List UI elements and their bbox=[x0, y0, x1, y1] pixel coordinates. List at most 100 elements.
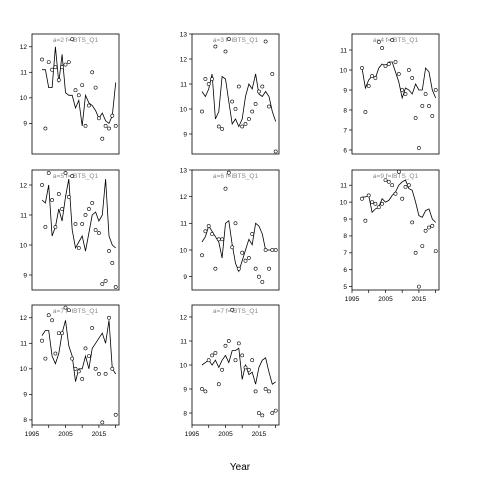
y-tick-label: 11 bbox=[20, 212, 27, 219]
y-tick-label: 13 bbox=[180, 167, 188, 174]
data-point bbox=[40, 338, 44, 343]
data-point bbox=[223, 49, 228, 54]
data-point bbox=[93, 366, 98, 371]
data-point bbox=[80, 83, 85, 88]
data-point bbox=[43, 126, 48, 131]
data-point bbox=[273, 149, 278, 154]
data-point bbox=[103, 124, 108, 128]
data-point bbox=[253, 389, 258, 394]
data-point bbox=[90, 70, 95, 75]
data-point bbox=[376, 40, 381, 44]
data-point bbox=[87, 103, 91, 108]
data-point bbox=[427, 225, 431, 230]
data-point bbox=[270, 72, 275, 76]
data-point bbox=[113, 285, 118, 289]
data-point bbox=[236, 341, 241, 346]
data-point bbox=[60, 331, 65, 336]
data-point bbox=[416, 146, 421, 150]
y-tick-label: 10 bbox=[180, 247, 188, 254]
data-point bbox=[430, 114, 435, 118]
data-point bbox=[76, 246, 81, 250]
data-point bbox=[370, 74, 375, 78]
y-tick-label: 12 bbox=[20, 315, 28, 322]
data-point bbox=[363, 218, 368, 223]
data-point bbox=[63, 171, 68, 175]
panel-5: 5 6 7 8 9 10 11 1995 2005 2015 a=9 f=IBTS_Q1 bbox=[340, 169, 440, 303]
series-line bbox=[41, 320, 117, 382]
y-tick-label: 10 bbox=[20, 242, 28, 249]
data-point bbox=[63, 305, 68, 310]
data-point bbox=[60, 207, 65, 211]
data-point bbox=[100, 420, 105, 425]
x-tick-label: 1995 bbox=[25, 431, 40, 438]
y-tick-label: 9 bbox=[183, 386, 187, 393]
data-point bbox=[393, 60, 398, 64]
data-point bbox=[390, 38, 395, 42]
data-point bbox=[240, 353, 245, 358]
y-tick-label: 12 bbox=[20, 44, 28, 51]
data-point bbox=[366, 193, 371, 198]
data-point bbox=[206, 224, 211, 228]
data-point bbox=[216, 237, 221, 242]
x-tick-label: 2015 bbox=[412, 296, 427, 303]
data-point bbox=[210, 353, 215, 358]
data-point bbox=[60, 65, 65, 70]
data-point bbox=[267, 104, 271, 109]
data-point bbox=[373, 76, 378, 80]
data-point bbox=[226, 170, 231, 175]
x-tick-label: 1995 bbox=[185, 431, 200, 438]
data-point bbox=[206, 82, 211, 86]
data-point bbox=[226, 339, 231, 343]
data-point bbox=[390, 183, 395, 188]
data-point bbox=[220, 127, 225, 131]
data-point bbox=[230, 307, 235, 312]
y-tick-label: 9 bbox=[23, 121, 27, 128]
data-point bbox=[203, 77, 208, 81]
panel-2: 6 7 8 9 10 11 a=4 f=IBTS_Q1 bbox=[340, 33, 440, 155]
data-point bbox=[383, 178, 388, 183]
panels-group: 9 10 11 12 a=2 f=IBTS_Q1 9 10 11 12 13 a=3 f=IBTS_… bbox=[20, 31, 440, 438]
data-point bbox=[403, 184, 408, 189]
data-point bbox=[53, 351, 58, 356]
data-point bbox=[40, 183, 44, 187]
data-point bbox=[240, 124, 245, 129]
data-point bbox=[93, 85, 98, 90]
data-point bbox=[216, 382, 221, 387]
panel-label: a=7 f=IBTS_Q1 bbox=[213, 308, 259, 315]
y-tick-label: 10 bbox=[180, 106, 188, 113]
data-point bbox=[110, 261, 115, 265]
data-point bbox=[427, 104, 431, 108]
data-point bbox=[50, 318, 55, 323]
data-point bbox=[267, 389, 271, 394]
data-point bbox=[260, 413, 265, 418]
data-point bbox=[363, 110, 368, 114]
panel-0: 9 10 11 12 a=2 f=IBTS_Q1 bbox=[20, 33, 120, 155]
data-point bbox=[113, 412, 118, 417]
data-point bbox=[233, 358, 238, 363]
x-tick-label: 2015 bbox=[92, 431, 107, 438]
data-point bbox=[220, 237, 225, 242]
series-line bbox=[201, 73, 277, 128]
data-point bbox=[73, 88, 78, 93]
y-tick-label: 9 bbox=[343, 216, 347, 223]
x-tick-label: 2005 bbox=[218, 431, 233, 438]
data-point bbox=[396, 169, 401, 174]
y-tick-label: 8 bbox=[23, 417, 27, 424]
data-point bbox=[200, 109, 204, 114]
data-point bbox=[113, 124, 118, 128]
panel-label: a=7 f=IBTS_Q1 bbox=[53, 308, 99, 315]
data-point bbox=[73, 222, 78, 226]
panel-frame bbox=[31, 304, 120, 426]
y-tick-label: 5 bbox=[343, 284, 347, 291]
data-point bbox=[43, 356, 48, 361]
data-point bbox=[240, 250, 245, 255]
data-point bbox=[263, 248, 268, 252]
panel-6: 8 9 10 11 12 1995 2005 2015 a=7 f=IBTS_Q1 bbox=[20, 304, 120, 438]
data-point bbox=[87, 207, 91, 211]
y-tick-label: 9 bbox=[23, 392, 27, 399]
data-point bbox=[90, 326, 95, 330]
data-point bbox=[243, 258, 248, 263]
series-line bbox=[362, 179, 436, 223]
data-point bbox=[253, 102, 258, 106]
data-point bbox=[433, 249, 438, 254]
